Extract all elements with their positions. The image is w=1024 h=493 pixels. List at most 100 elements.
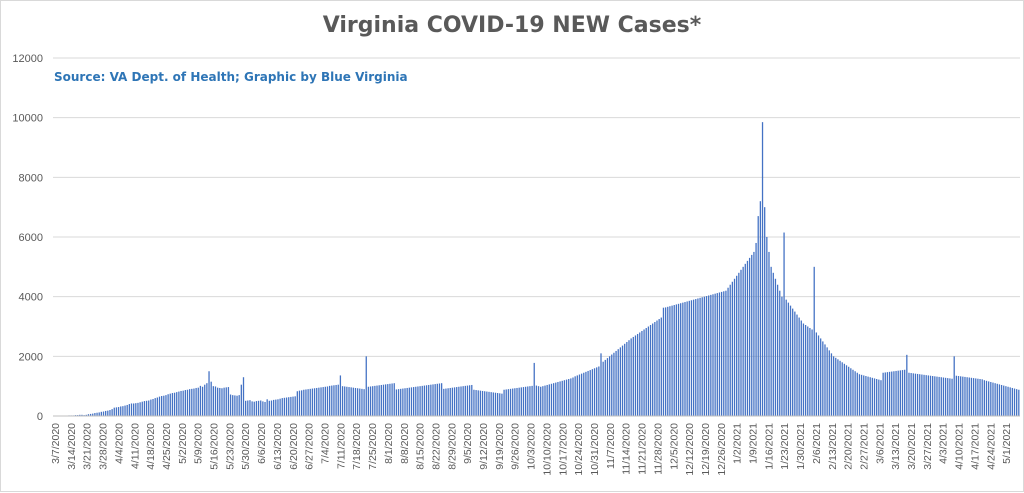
bar bbox=[751, 255, 752, 416]
bar bbox=[979, 379, 980, 416]
bar bbox=[837, 359, 838, 416]
x-tick-label: 3/14/2020 bbox=[66, 423, 78, 470]
bar bbox=[547, 385, 548, 416]
bar bbox=[531, 386, 532, 416]
bar bbox=[443, 389, 444, 416]
bar bbox=[452, 388, 453, 416]
bar bbox=[822, 341, 823, 416]
bar bbox=[725, 291, 726, 416]
bar bbox=[1016, 389, 1017, 416]
bar bbox=[762, 122, 763, 416]
bar bbox=[413, 387, 414, 416]
x-tick-label: 1/30/2021 bbox=[795, 423, 807, 470]
bar bbox=[880, 380, 881, 416]
bar bbox=[185, 390, 186, 416]
bar bbox=[945, 378, 946, 416]
bar bbox=[163, 396, 164, 416]
bar bbox=[223, 388, 224, 416]
bar bbox=[320, 387, 321, 416]
bar bbox=[499, 393, 500, 416]
y-tick-label: 10000 bbox=[12, 113, 43, 125]
x-tick-label: 5/23/2020 bbox=[224, 423, 236, 470]
bar bbox=[919, 374, 920, 416]
bar bbox=[577, 375, 578, 416]
bar bbox=[628, 340, 629, 416]
bar bbox=[187, 390, 188, 416]
bar bbox=[381, 385, 382, 416]
bar bbox=[555, 383, 556, 416]
bar bbox=[282, 398, 283, 416]
bar bbox=[456, 387, 457, 416]
bar bbox=[895, 371, 896, 416]
bar bbox=[417, 386, 418, 416]
bar bbox=[254, 402, 255, 416]
bar bbox=[1010, 387, 1011, 416]
bar bbox=[331, 386, 332, 416]
x-tick-label: 1/2/2021 bbox=[732, 423, 744, 464]
bar bbox=[529, 386, 530, 416]
bar bbox=[478, 390, 479, 416]
bar bbox=[486, 392, 487, 416]
bar bbox=[861, 375, 862, 416]
bar bbox=[654, 322, 655, 416]
bar bbox=[833, 356, 834, 416]
bar bbox=[960, 376, 961, 416]
bar bbox=[234, 395, 235, 416]
bar bbox=[913, 373, 914, 416]
bar bbox=[105, 411, 106, 416]
bar bbox=[842, 362, 843, 416]
x-tick-label: 10/31/2020 bbox=[589, 423, 601, 476]
bar bbox=[424, 386, 425, 416]
bar bbox=[704, 297, 705, 416]
bar bbox=[204, 385, 205, 416]
bar bbox=[816, 332, 817, 416]
bar bbox=[503, 390, 504, 416]
bar bbox=[329, 386, 330, 416]
x-tick-label: 9/19/2020 bbox=[494, 423, 506, 470]
bar bbox=[687, 301, 688, 416]
bar bbox=[684, 302, 685, 416]
bar bbox=[738, 273, 739, 416]
bar bbox=[129, 404, 130, 416]
bar bbox=[450, 388, 451, 416]
bar bbox=[435, 384, 436, 416]
x-tick-label: 3/13/2021 bbox=[890, 423, 902, 470]
bar bbox=[167, 394, 168, 416]
bar bbox=[370, 386, 371, 416]
bar bbox=[870, 377, 871, 416]
bar bbox=[865, 376, 866, 416]
bar bbox=[346, 387, 347, 416]
bar bbox=[969, 378, 970, 416]
bar bbox=[458, 387, 459, 416]
x-tick-label: 2/6/2021 bbox=[811, 423, 823, 464]
bar bbox=[667, 307, 668, 416]
bar bbox=[385, 384, 386, 416]
bar bbox=[176, 392, 177, 416]
bar bbox=[264, 402, 265, 416]
bar bbox=[814, 267, 815, 416]
x-tick-label: 12/5/2020 bbox=[668, 423, 680, 470]
bar bbox=[335, 385, 336, 416]
bar bbox=[962, 377, 963, 416]
x-tick-label: 4/10/2021 bbox=[954, 423, 966, 470]
bar bbox=[101, 412, 102, 416]
bar bbox=[631, 338, 632, 416]
bar bbox=[120, 406, 121, 416]
bar bbox=[484, 391, 485, 416]
bar bbox=[831, 353, 832, 416]
bar bbox=[900, 370, 901, 416]
bar bbox=[934, 376, 935, 416]
bar bbox=[734, 279, 735, 416]
bar bbox=[454, 387, 455, 416]
bar bbox=[383, 385, 384, 416]
bar bbox=[708, 295, 709, 416]
bar bbox=[678, 304, 679, 416]
bar bbox=[932, 376, 933, 416]
bar bbox=[215, 386, 216, 416]
bar bbox=[236, 396, 237, 416]
bar bbox=[594, 368, 595, 416]
bar bbox=[1012, 388, 1013, 416]
bar bbox=[732, 282, 733, 416]
bar bbox=[348, 387, 349, 416]
